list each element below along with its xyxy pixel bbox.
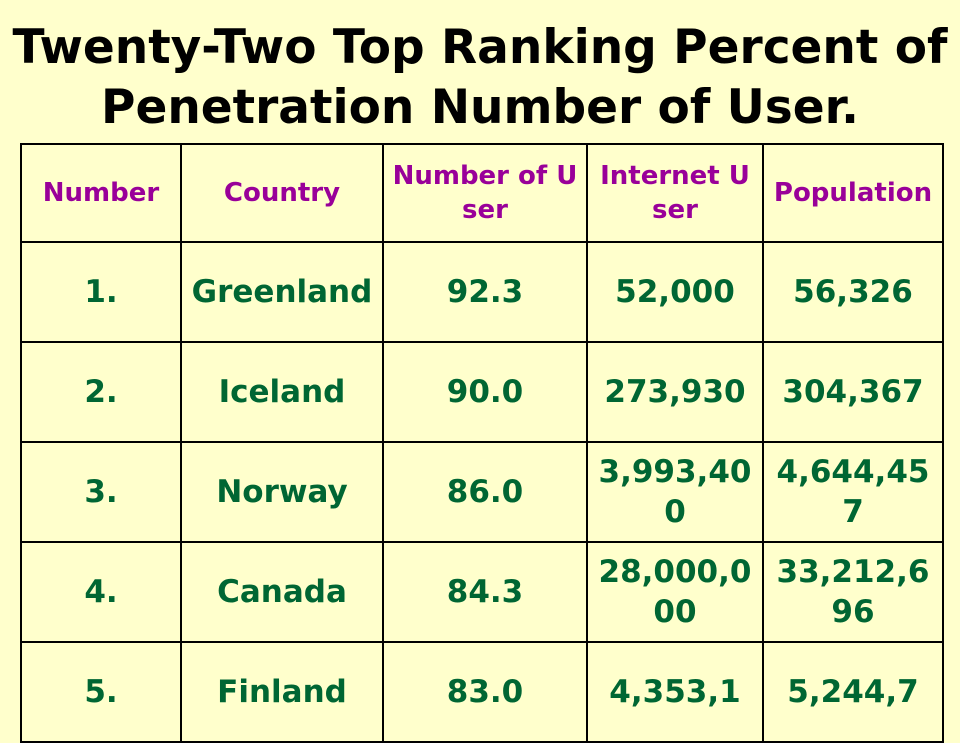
header-number-of-user: Number of User	[382, 143, 588, 243]
header-population: Population	[762, 143, 944, 243]
table-row: 1. Greenland 92.3 52,000 56,326	[20, 241, 944, 343]
table-row: 5. Finland 83.0 4,353,1 5,244,7	[20, 641, 944, 743]
cell-country: Norway	[180, 441, 384, 543]
slide-title: Twenty-Two Top Ranking Percent of Penetr…	[12, 20, 948, 135]
header-number: Number	[20, 143, 182, 243]
cell-penetration: 84.3	[382, 541, 588, 643]
ranking-table: Number Country Number of User Internet U…	[20, 143, 944, 743]
cell-country: Greenland	[180, 241, 384, 343]
cell-internet-users: 52,000	[586, 241, 764, 343]
table-row: 4. Canada 84.3 28,000,000 33,212,696	[20, 541, 944, 643]
cell-internet-users: 28,000,000	[586, 541, 764, 643]
cell-penetration: 92.3	[382, 241, 588, 343]
cell-rank: 1.	[20, 241, 182, 343]
cell-population: 5,244,7	[762, 641, 944, 743]
cell-population: 304,367	[762, 341, 944, 443]
cell-population: 56,326	[762, 241, 944, 343]
header-country: Country	[180, 143, 384, 243]
table-header-row: Number Country Number of User Internet U…	[20, 143, 944, 243]
cell-rank: 3.	[20, 441, 182, 543]
cell-rank: 5.	[20, 641, 182, 743]
cell-internet-users: 4,353,1	[586, 641, 764, 743]
cell-penetration: 83.0	[382, 641, 588, 743]
table-row: 3. Norway 86.0 3,993,400 4,644,457	[20, 441, 944, 543]
cell-country: Finland	[180, 641, 384, 743]
cell-penetration: 86.0	[382, 441, 588, 543]
cell-country: Iceland	[180, 341, 384, 443]
cell-internet-users: 3,993,400	[586, 441, 764, 543]
cell-population: 33,212,696	[762, 541, 944, 643]
cell-population: 4,644,457	[762, 441, 944, 543]
table-row: 2. Iceland 90.0 273,930 304,367	[20, 341, 944, 443]
cell-country: Canada	[180, 541, 384, 643]
header-internet-user: Internet User	[586, 143, 764, 243]
cell-rank: 2.	[20, 341, 182, 443]
cell-rank: 4.	[20, 541, 182, 643]
cell-internet-users: 273,930	[586, 341, 764, 443]
cell-penetration: 90.0	[382, 341, 588, 443]
